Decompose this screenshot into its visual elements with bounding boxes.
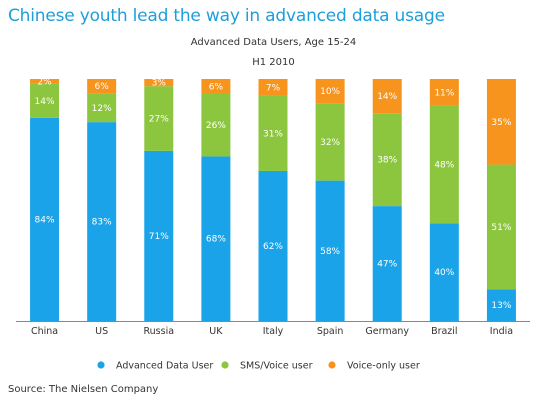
bar-italy-sms-voice-user — [258, 95, 288, 171]
bar-germany-advanced-data-user — [372, 206, 402, 321]
legend-label-advanced-data-user: Advanced Data User — [116, 361, 213, 372]
bar-us-advanced-data-user — [87, 122, 117, 321]
data-label-brazil-voice-only-user: 11% — [434, 88, 454, 98]
data-label-uk-sms-voice-user: 26% — [206, 121, 226, 131]
data-label-germany-sms-voice-user: 38% — [377, 156, 397, 166]
bar-russia-voice-only-user — [144, 79, 174, 87]
chart-title: Chinese youth lead the way in advanced d… — [8, 6, 445, 26]
bar-italy-advanced-data-user — [258, 170, 288, 321]
chart-period: H1 2010 — [252, 57, 295, 68]
source-note: Source: The Nielsen Company — [8, 384, 159, 395]
bar-uk-advanced-data-user — [201, 156, 231, 321]
x-tick-label-india: India — [490, 326, 513, 337]
data-label-italy-voice-only-user: 7% — [266, 83, 281, 93]
data-label-uk-voice-only-user: 6% — [209, 82, 224, 92]
data-label-us-advanced-data-user: 83% — [92, 218, 112, 228]
x-tick-label-germany: Germany — [365, 326, 409, 337]
bar-spain-sms-voice-user — [315, 103, 345, 181]
bar-us-sms-voice-user — [87, 93, 117, 123]
legend-label-voice-only-user: Voice-only user — [347, 361, 420, 372]
bar-spain-advanced-data-user — [315, 180, 345, 321]
bar-india-advanced-data-user — [486, 289, 516, 321]
data-label-china-sms-voice-user: 14% — [35, 97, 55, 107]
bar-china-sms-voice-user — [30, 83, 60, 118]
data-label-russia-advanced-data-user: 71% — [149, 232, 169, 242]
x-tick-label-china: China — [31, 326, 58, 337]
data-label-germany-advanced-data-user: 47% — [377, 260, 397, 270]
data-label-uk-advanced-data-user: 68% — [206, 235, 226, 245]
bar-russia-sms-voice-user — [144, 86, 174, 151]
data-label-india-voice-only-user: 35% — [491, 118, 511, 128]
legend-label-sms-voice-user: SMS/Voice user — [240, 361, 313, 372]
data-label-italy-sms-voice-user: 31% — [263, 129, 283, 139]
bar-us-voice-only-user — [87, 79, 117, 94]
data-label-india-sms-voice-user: 51% — [491, 223, 511, 233]
bar-brazil-sms-voice-user — [429, 105, 459, 224]
legend-marker-sms-voice-user — [221, 361, 229, 369]
bar-india-voice-only-user — [486, 79, 516, 165]
data-label-china-advanced-data-user: 84% — [35, 215, 55, 225]
bar-germany-sms-voice-user — [372, 113, 402, 207]
chart-subtitle: Advanced Data Users, Age 15-24 — [190, 37, 357, 48]
x-tick-label-brazil: Brazil — [431, 326, 458, 337]
legend-marker-advanced-data-user — [97, 361, 105, 369]
data-label-china-voice-only-user: 2% — [37, 77, 52, 87]
bar-brazil-voice-only-user — [429, 79, 459, 106]
data-label-brazil-sms-voice-user: 48% — [434, 161, 454, 171]
data-label-russia-voice-only-user: 3% — [152, 79, 167, 89]
bar-uk-voice-only-user — [201, 79, 231, 94]
data-label-russia-sms-voice-user: 27% — [149, 115, 169, 125]
data-label-italy-advanced-data-user: 62% — [263, 242, 283, 252]
x-tick-label-italy: Italy — [263, 326, 284, 337]
bar-uk-sms-voice-user — [201, 93, 231, 157]
bar-china-voice-only-user — [30, 79, 60, 84]
bar-russia-advanced-data-user — [144, 150, 174, 321]
x-tick-label-uk: UK — [209, 326, 223, 337]
bar-italy-voice-only-user — [258, 79, 288, 96]
data-label-us-voice-only-user: 6% — [95, 82, 110, 92]
data-label-spain-voice-only-user: 10% — [320, 87, 340, 97]
data-label-spain-sms-voice-user: 32% — [320, 138, 340, 148]
legend-marker-voice-only-user — [328, 361, 336, 369]
data-label-germany-voice-only-user: 14% — [377, 92, 397, 102]
x-tick-label-spain: Spain — [317, 326, 344, 337]
bar-spain-voice-only-user — [315, 79, 345, 104]
bar-brazil-advanced-data-user — [429, 223, 459, 321]
data-label-us-sms-voice-user: 12% — [92, 104, 112, 114]
x-tick-label-russia: Russia — [143, 326, 174, 337]
bar-india-sms-voice-user — [486, 164, 516, 290]
bar-china-advanced-data-user — [30, 117, 60, 321]
data-label-brazil-advanced-data-user: 40% — [434, 268, 454, 278]
x-tick-label-us: US — [95, 326, 108, 337]
bar-germany-voice-only-user — [372, 79, 402, 114]
data-label-india-advanced-data-user: 13% — [491, 301, 511, 311]
data-label-spain-advanced-data-user: 58% — [320, 247, 340, 257]
